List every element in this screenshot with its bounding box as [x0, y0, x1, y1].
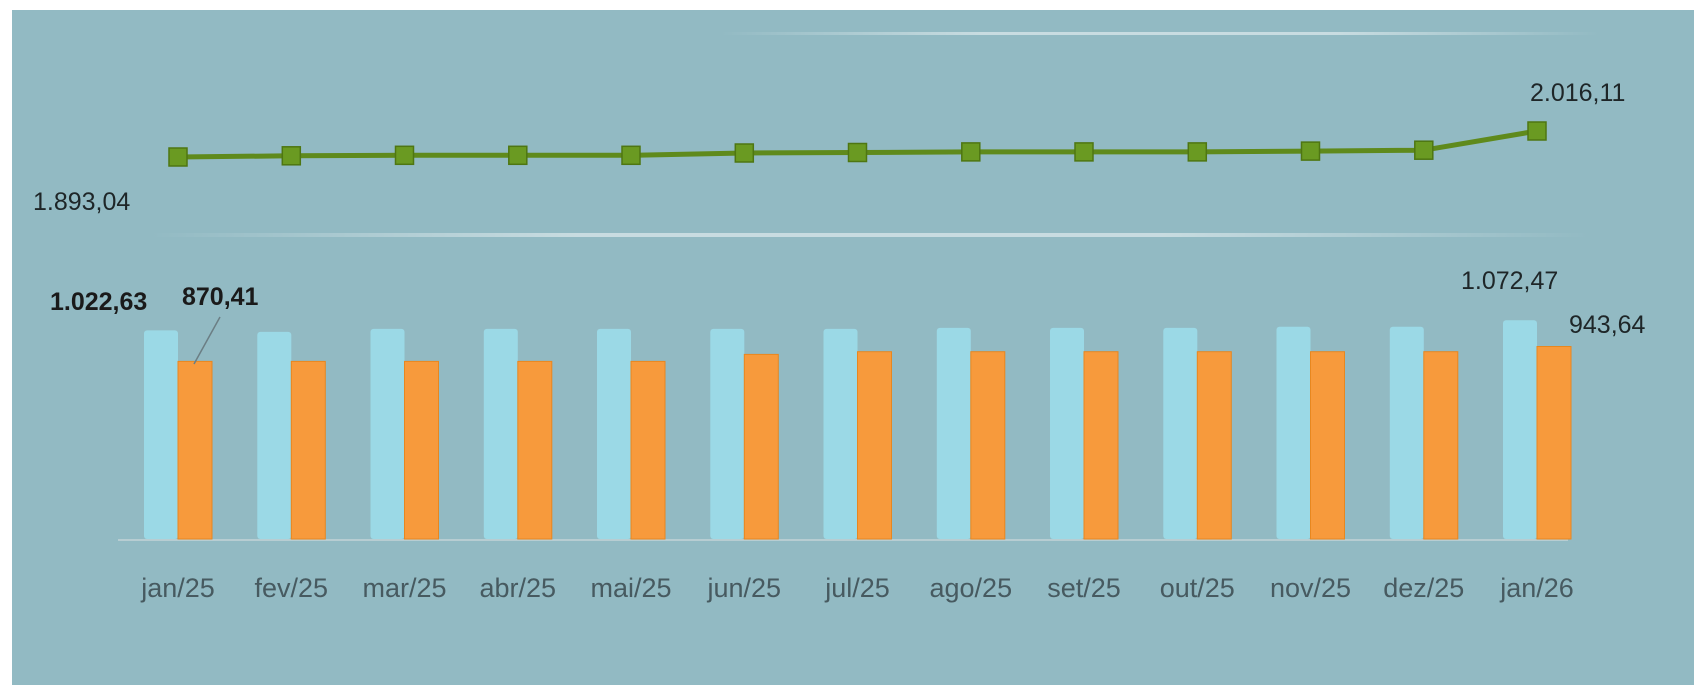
bar-series2-fev/25	[290, 360, 326, 540]
line-label-first: 1.893,04	[33, 188, 130, 216]
x-tick-label-fev/25: fev/25	[255, 573, 329, 603]
bar-series1-set/25	[1050, 327, 1084, 539]
x-tick-label-jun/25: jun/25	[707, 573, 782, 603]
bar-series1-out/25	[1163, 327, 1198, 539]
line-marker-abr/25	[508, 145, 528, 166]
bar-series2-label-last: 943,64	[1569, 311, 1646, 339]
bar-series2-label-first: 870,41	[182, 283, 259, 311]
bar-series1-mar/25	[370, 328, 405, 539]
bar-series1-dez/25	[1389, 326, 1424, 539]
bar-series1-jan/26	[1503, 320, 1537, 539]
line-marker-out/25	[1187, 142, 1208, 162]
bar-series1-nov/25	[1276, 326, 1311, 539]
bar-series2-out/25	[1196, 351, 1232, 540]
bar-series1-mai/25	[597, 328, 631, 539]
bar-series1-jul/25	[823, 328, 858, 539]
line-marker-set/25	[1074, 142, 1094, 162]
line-marker-jan/26	[1527, 121, 1547, 141]
bar-series1-fev/25	[257, 331, 292, 539]
bar-series2-ago/25	[970, 351, 1006, 540]
line-label-last: 2.016,11	[1530, 79, 1625, 107]
bar-series2-jan/25	[177, 360, 213, 540]
line-panel-bottom-divider	[150, 233, 1590, 237]
bar-series1-label-last: 1.072,47	[1461, 267, 1558, 295]
bar-series1-ago/25	[936, 327, 971, 539]
line-marker-mai/25	[621, 145, 641, 166]
x-tick-label-ago/25: ago/25	[930, 573, 1013, 603]
bar-series1-jun/25	[710, 328, 745, 539]
x-tick-label-jan/25: jan/25	[140, 573, 215, 603]
line-marker-nov/25	[1300, 141, 1321, 161]
bar-series2-label-leader	[193, 316, 221, 365]
bar-series1-jan/25	[144, 330, 178, 539]
x-tick-label-nov/25: nov/25	[1270, 573, 1351, 603]
x-tick-label-set/25: set/25	[1047, 573, 1121, 603]
line-marker-dez/25	[1414, 140, 1434, 160]
line-marker-jan/25	[168, 147, 188, 167]
x-tick-label-jan/26: jan/26	[1499, 573, 1574, 603]
bar-series2-abr/25	[517, 360, 553, 540]
bar-series2-set/25	[1083, 351, 1119, 540]
line-marker-fev/25	[281, 146, 302, 166]
line-marker-jul/25	[847, 142, 868, 163]
bar-series1-abr/25	[483, 328, 518, 539]
bar-series2-mar/25	[404, 360, 439, 540]
x-tick-label-mai/25: mai/25	[590, 573, 671, 603]
line-marker-jun/25	[734, 143, 755, 163]
x-tick-label-out/25: out/25	[1160, 573, 1235, 603]
bar-series2-jun/25	[743, 353, 779, 540]
line-panel-top-divider	[720, 32, 1600, 35]
x-tick-label-dez/25: dez/25	[1383, 573, 1464, 603]
bar-series1-label-first: 1.022,63	[50, 288, 147, 316]
bar-series2-jan/26	[1536, 346, 1572, 540]
line-marker-ago/25	[961, 142, 981, 162]
x-tick-label-mar/25: mar/25	[362, 573, 446, 603]
bar-series2-dez/25	[1423, 351, 1459, 540]
bar-series2-jul/25	[857, 351, 892, 540]
x-tick-label-abr/25: abr/25	[480, 573, 557, 603]
bar-series2-nov/25	[1310, 351, 1345, 540]
bar-series2-mai/25	[630, 360, 666, 540]
x-axis-line	[118, 539, 1568, 541]
x-tick-label-jul/25: jul/25	[824, 573, 890, 603]
line-marker-mar/25	[394, 145, 415, 166]
